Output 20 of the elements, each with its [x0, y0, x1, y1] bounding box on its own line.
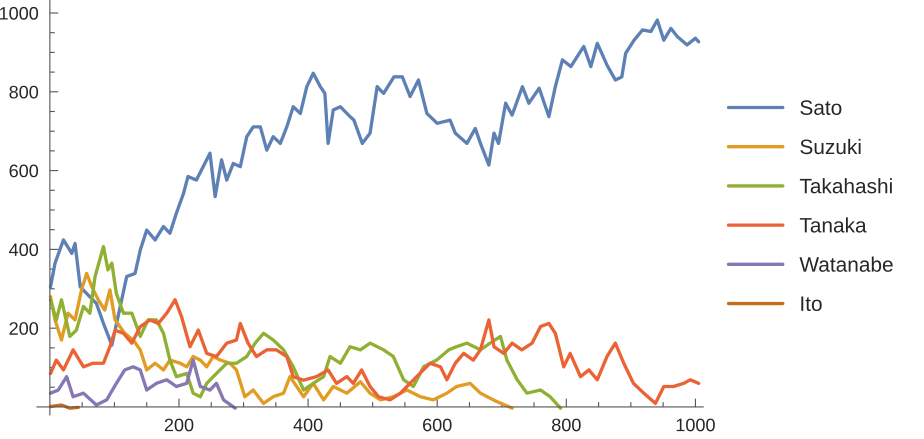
line-series	[48, 358, 237, 410]
legend-label: Sato	[800, 100, 842, 115]
x-tick-label: 200	[164, 418, 194, 432]
legend-label: Tanaka	[800, 217, 867, 233]
line-series	[48, 18, 700, 347]
line-series	[48, 298, 700, 406]
y-tick-label: 600	[10, 164, 38, 178]
y-tick-label: 400	[9, 243, 38, 256]
y-tick-label: 1000	[0, 6, 38, 20]
legend-label: Takahashi	[800, 178, 892, 194]
legend-label: Suzuki	[800, 138, 861, 154]
x-tick-label: 800	[552, 418, 581, 432]
x-tick-label: 1000	[676, 418, 715, 432]
y-tick-label: 200	[10, 322, 38, 335]
legend-label: Watanabe	[800, 256, 893, 272]
legend-label: Ito	[801, 296, 822, 312]
x-tick-label: 400	[293, 418, 322, 432]
x-tick-label: 600	[423, 418, 452, 432]
line-series	[48, 244, 562, 410]
y-tick-label: 800	[9, 86, 38, 99]
